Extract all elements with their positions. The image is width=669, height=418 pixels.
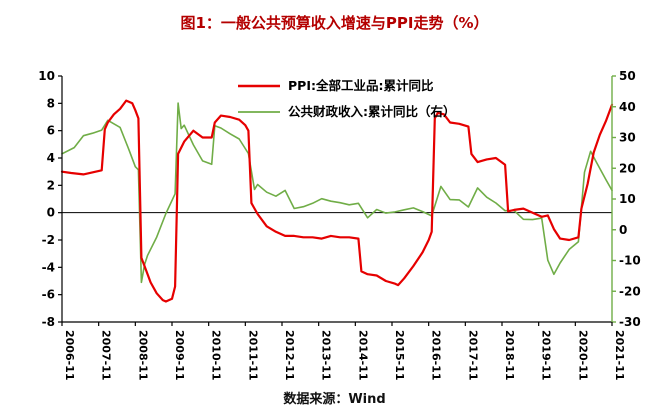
left-tick-label: 0 <box>47 206 55 220</box>
x-tick-label: 2021-11 <box>613 330 626 381</box>
axes: 1086420-2-4-6-850403020100-10-20-302006-… <box>38 69 640 381</box>
right-tick-label: 40 <box>619 100 636 114</box>
left-tick-label: -4 <box>42 260 55 274</box>
left-tick-label: 6 <box>47 124 55 138</box>
x-tick-label: 2010-11 <box>210 330 223 381</box>
legend-label-ppi: PPI:全部工业品:累计同比 <box>288 78 434 93</box>
left-tick-label: -6 <box>42 288 55 302</box>
x-tick-label: 2016-11 <box>430 330 443 381</box>
x-tick-label: 2008-11 <box>136 330 149 381</box>
x-tick-label: 2019-11 <box>540 330 553 381</box>
x-tick-label: 2013-11 <box>320 330 333 381</box>
right-tick-label: 20 <box>619 161 636 175</box>
x-tick-label: 2018-11 <box>503 330 516 381</box>
chart-title: 图1：一般公共预算收入增速与PPI走势（%） <box>180 14 489 32</box>
left-tick-label: 4 <box>47 151 55 165</box>
legend-label-revenue: 公共财政收入:累计同比（右） <box>288 104 456 119</box>
ppi-line <box>60 99 614 303</box>
left-tick-label: 2 <box>47 178 55 192</box>
left-tick-label: 10 <box>38 69 55 83</box>
x-tick-label: 2017-11 <box>466 330 479 381</box>
x-tick-label: 2012-11 <box>283 330 296 381</box>
x-tick-label: 2007-11 <box>100 330 113 381</box>
source-note: 数据来源：Wind <box>283 392 386 407</box>
left-tick-label: 8 <box>47 96 55 110</box>
left-tick-label: -2 <box>42 233 55 247</box>
right-tick-label: -20 <box>619 284 641 298</box>
x-tick-label: 2011-11 <box>246 330 259 381</box>
x-tick-label: 2006-11 <box>63 330 76 381</box>
x-tick-label: 2015-11 <box>393 330 406 381</box>
right-tick-label: 10 <box>619 192 636 206</box>
x-tick-label: 2014-11 <box>356 330 369 381</box>
right-tick-label: 0 <box>619 223 627 237</box>
x-tick-label: 2020-11 <box>576 330 589 381</box>
revenue-line <box>61 102 613 284</box>
right-tick-label: 30 <box>619 131 636 145</box>
left-tick-label: -8 <box>42 315 55 329</box>
x-tick-label: 2009-11 <box>173 330 186 381</box>
right-tick-label: -30 <box>619 315 641 329</box>
chart-canvas: 1086420-2-4-6-850403020100-10-20-302006-… <box>38 69 640 381</box>
right-tick-label: 50 <box>619 69 636 83</box>
right-tick-label: -10 <box>619 254 641 268</box>
